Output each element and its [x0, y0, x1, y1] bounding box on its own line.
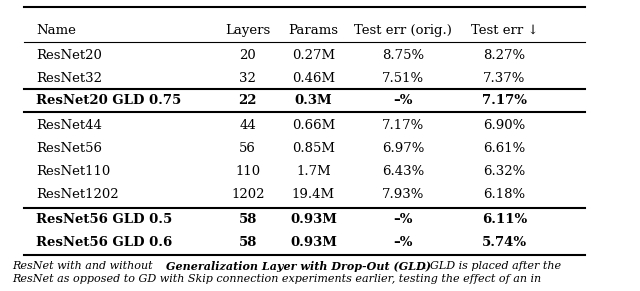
Text: –%: –%: [393, 94, 413, 107]
Text: 7.51%: 7.51%: [382, 72, 424, 85]
Text: 6.18%: 6.18%: [483, 189, 525, 201]
Text: 0.85M: 0.85M: [292, 142, 335, 155]
Text: 22: 22: [239, 94, 257, 107]
Text: 44: 44: [239, 119, 256, 132]
Text: 19.4M: 19.4M: [292, 189, 335, 201]
Text: 8.27%: 8.27%: [483, 49, 525, 62]
Text: ResNet110: ResNet110: [36, 165, 110, 178]
Text: ResNet as opposed to GD with Skip connection experiments earlier, testing the ef: ResNet as opposed to GD with Skip connec…: [12, 274, 541, 284]
Text: ResNet20: ResNet20: [36, 49, 102, 62]
Text: 32: 32: [239, 72, 256, 85]
Text: 6.61%: 6.61%: [483, 142, 525, 155]
Text: ResNet with and without: ResNet with and without: [12, 261, 156, 271]
Text: –%: –%: [393, 237, 413, 249]
Text: 58: 58: [239, 237, 257, 249]
Text: 6.90%: 6.90%: [483, 119, 525, 132]
Text: ResNet56 GLD 0.5: ResNet56 GLD 0.5: [36, 213, 172, 226]
Text: Name: Name: [36, 24, 76, 37]
Text: 6.11%: 6.11%: [482, 213, 527, 226]
Text: 1.7M: 1.7M: [296, 165, 331, 178]
Text: 0.3M: 0.3M: [294, 94, 332, 107]
Text: ResNet1202: ResNet1202: [36, 189, 118, 201]
Text: Generalization Layer with Drop-Out (GLD): Generalization Layer with Drop-Out (GLD): [166, 261, 431, 272]
Text: 6.43%: 6.43%: [382, 165, 424, 178]
Text: ResNet32: ResNet32: [36, 72, 102, 85]
Text: 7.17%: 7.17%: [482, 94, 527, 107]
Text: 1202: 1202: [231, 189, 264, 201]
Text: 58: 58: [239, 213, 257, 226]
Text: Params: Params: [289, 24, 339, 37]
Text: . GLD is placed after the: . GLD is placed after the: [423, 261, 561, 271]
Text: ResNet56: ResNet56: [36, 142, 102, 155]
Text: 6.32%: 6.32%: [483, 165, 525, 178]
Text: 6.97%: 6.97%: [381, 142, 424, 155]
Text: 7.93%: 7.93%: [381, 189, 424, 201]
Text: Layers: Layers: [225, 24, 270, 37]
Text: Test err (orig.): Test err (orig.): [354, 24, 452, 37]
Text: 20: 20: [239, 49, 256, 62]
Text: 8.75%: 8.75%: [382, 49, 424, 62]
Text: 5.74%: 5.74%: [482, 237, 527, 249]
Text: 0.93M: 0.93M: [290, 237, 337, 249]
Text: ResNet44: ResNet44: [36, 119, 102, 132]
Text: ResNet56 GLD 0.6: ResNet56 GLD 0.6: [36, 237, 172, 249]
Text: 0.27M: 0.27M: [292, 49, 335, 62]
Text: 0.66M: 0.66M: [292, 119, 335, 132]
Text: –%: –%: [393, 213, 413, 226]
Text: 7.37%: 7.37%: [483, 72, 525, 85]
Text: ResNet20 GLD 0.75: ResNet20 GLD 0.75: [36, 94, 181, 107]
Text: Test err ↓: Test err ↓: [470, 24, 538, 37]
Text: 110: 110: [235, 165, 260, 178]
Text: 56: 56: [239, 142, 256, 155]
Text: 0.46M: 0.46M: [292, 72, 335, 85]
Text: 7.17%: 7.17%: [382, 119, 424, 132]
Text: 0.93M: 0.93M: [290, 213, 337, 226]
